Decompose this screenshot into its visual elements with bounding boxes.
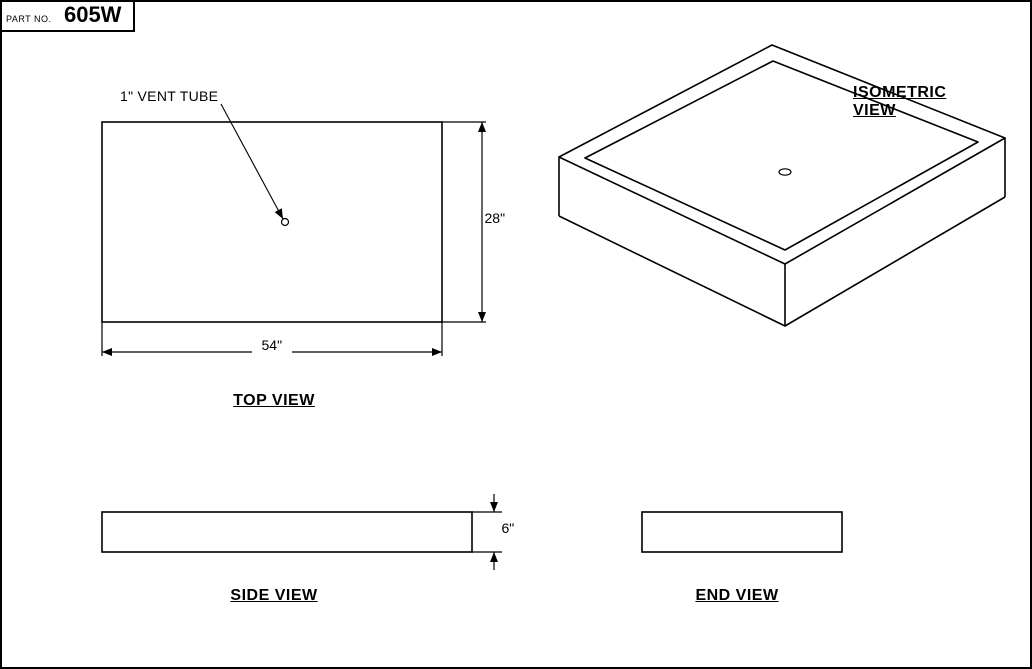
drawing-svg [2, 2, 1030, 667]
drawing-sheet: PART NO. 605W 1" VENT TUBE TOP VIEW SIDE… [0, 0, 1032, 669]
